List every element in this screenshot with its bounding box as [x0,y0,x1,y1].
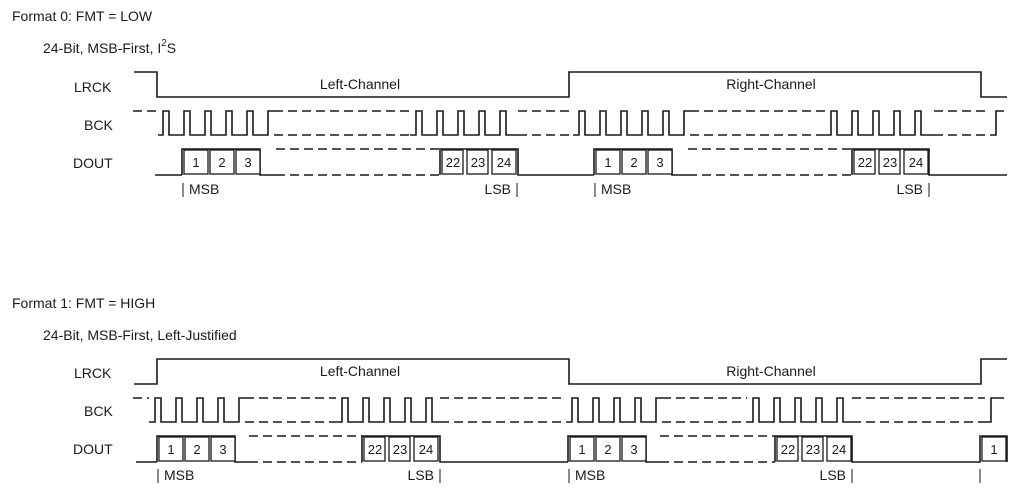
bit-label: 1 [167,442,174,457]
format-0-lrck-waveform [134,71,1007,98]
bit-label: 23 [806,442,820,457]
bit-cell [853,149,876,175]
bit-cell [569,436,595,462]
format-1-subtitle: 24-Bit, MSB-First, Left-Justified [43,327,237,343]
bit-label: 24 [832,442,846,457]
format-1-bck-waveform [133,397,1004,423]
bit-cell [183,149,209,175]
bit-label: 2 [193,442,200,457]
lsb-marker-label: LSB [485,181,511,197]
format-0-lrck-label: LRCK [74,79,112,95]
bit-label: 3 [630,442,637,457]
bit-label: 24 [497,155,511,170]
bit-label: 2 [218,155,225,170]
format-1-lrck-label: LRCK [74,365,112,381]
format-1-right-channel-label: Right-Channel [726,363,816,379]
bit-cell [363,436,386,462]
bit-cell [903,149,929,175]
bit-cell [595,149,621,175]
bit-cell [466,149,489,175]
bit-label: 2 [604,442,611,457]
bit-cell [209,149,235,175]
bit-cell [184,436,210,462]
format-0-right-channel-label: Right-Channel [726,76,816,92]
msb-marker-label: MSB [164,467,194,483]
format-0-title: Format 0: FMT = LOW [12,8,153,24]
bit-cell [413,436,439,462]
format-0-bck-waveform [133,110,1004,136]
bit-label: 1 [990,442,997,457]
lsb-marker-label: LSB [897,181,923,197]
bit-cell [801,436,824,462]
msb-marker-label: MSB [601,181,631,197]
format-1-block: Format 1: FMT = HIGH 24-Bit, MSB-First, … [12,295,1008,483]
bit-label: 3 [244,155,251,170]
format-1-dout-label: DOUT [73,441,113,457]
msb-marker-label: MSB [575,467,605,483]
bit-label: 22 [781,442,795,457]
bit-label: 22 [858,155,872,170]
bit-label: 3 [219,442,226,457]
bit-cell [210,436,236,462]
bit-label: 1 [578,442,585,457]
format-1-bck-label: BCK [84,403,113,419]
format-0-markers: MSB LSB MSB LSB [182,181,930,197]
msb-marker-label: MSB [189,181,219,197]
bit-label: 1 [192,155,199,170]
lsb-marker-label: LSB [820,467,846,483]
lsb-marker-label: LSB [408,467,434,483]
format-0-left-channel-label: Left-Channel [320,76,400,92]
bit-label: 23 [393,442,407,457]
bit-cell [441,149,464,175]
format-1-left-channel-label: Left-Channel [320,363,400,379]
format-1-title: Format 1: FMT = HIGH [12,295,155,311]
format-1-markers: MSB LSB MSB LSB [157,467,981,483]
bit-cell [491,149,517,175]
bit-cell [621,436,647,462]
bit-label: 3 [656,155,663,170]
bit-label: 22 [446,155,460,170]
bit-label: 23 [471,155,485,170]
bit-cell [878,149,901,175]
bit-cell [776,436,799,462]
format-0-bck-label: BCK [84,117,113,133]
bit-label: 22 [368,442,382,457]
bit-cell [388,436,411,462]
format-0-dout-label: DOUT [73,155,113,171]
format-0-dout-waveform [155,148,1007,176]
bit-label: 1 [604,155,611,170]
bit-cell [595,436,621,462]
bit-label: 24 [419,442,433,457]
format-1-dout-waveform [136,435,1008,463]
bit-cell [981,436,1007,462]
bit-label: 24 [909,155,923,170]
bit-label: 23 [883,155,897,170]
bit-cell [235,149,261,175]
format-1-lrck-waveform [134,358,1007,385]
format-1-dout-bits: 1 2 3 22 23 24 1 2 3 22 23 24 1 [158,436,1007,462]
bit-cell [158,436,184,462]
format-0-dout-bits: 1 2 3 22 23 24 1 2 3 22 23 24 [183,149,929,175]
bit-cell [826,436,852,462]
bit-cell [647,149,673,175]
bit-cell [621,149,647,175]
format-0-subtitle: 24-Bit, MSB-First, I2S [43,38,176,56]
bit-label: 2 [630,155,637,170]
format-0-block: Format 0: FMT = LOW 24-Bit, MSB-First, I… [12,8,1007,197]
